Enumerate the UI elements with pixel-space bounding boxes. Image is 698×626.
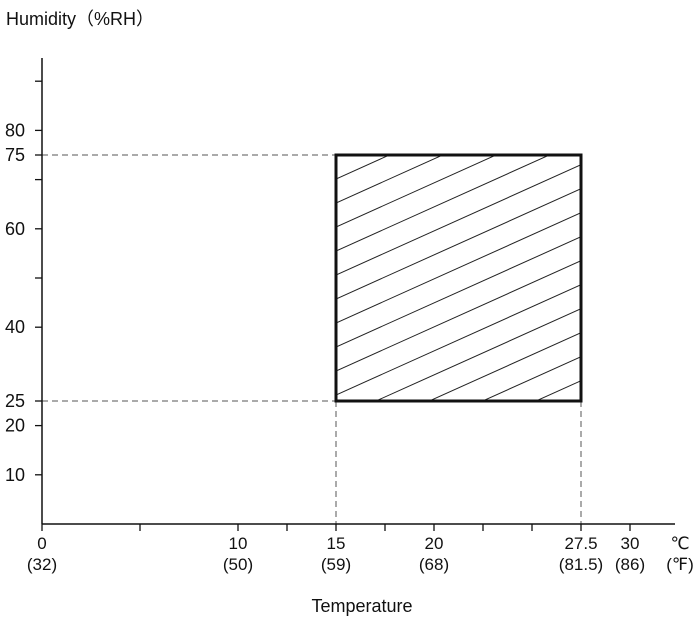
region-hatching: [336, 0, 581, 539]
hatch-line: [336, 236, 581, 348]
hatch-line: [336, 155, 498, 228]
x-tick-label-celsius: 20: [425, 534, 444, 553]
x-unit-fahrenheit: (℉): [666, 555, 694, 574]
hatch-line: [336, 284, 581, 396]
y-tick-label: 25: [5, 391, 25, 411]
guide-lines: [42, 154, 582, 524]
hatch-line: [336, 260, 581, 372]
x-tick-label-celsius: 10: [229, 534, 248, 553]
hatch-line: [336, 212, 581, 324]
x-tick-label-fahrenheit: (32): [27, 555, 57, 574]
y-axis-label: Humidity（%RH）: [6, 9, 154, 29]
x-tick-label-fahrenheit: (59): [321, 555, 351, 574]
x-unit-celsius: ℃: [670, 534, 689, 553]
x-tick-label-celsius: 15: [327, 534, 346, 553]
axes: [41, 58, 675, 525]
recommended-region: [334, 0, 583, 539]
x-tick-label-celsius: 30: [621, 534, 640, 553]
x-tick-label-fahrenheit: (81.5): [559, 555, 603, 574]
hatch-line: [534, 380, 581, 401]
hatch-line: [336, 155, 338, 156]
y-tick-label: 10: [5, 465, 25, 485]
x-tick-label-celsius: 27.5: [564, 534, 597, 553]
y-tick-label: 60: [5, 219, 25, 239]
hatch-line: [336, 0, 581, 107]
y-tick-label: 40: [5, 317, 25, 337]
hatch-line: [336, 429, 581, 539]
x-tick-label-celsius: 0: [37, 534, 46, 553]
hatch-line: [336, 188, 581, 300]
y-tick-label: 80: [5, 120, 25, 140]
x-tick-label-fahrenheit: (68): [419, 555, 449, 574]
hatch-line: [336, 155, 444, 204]
hatch-line: [336, 155, 551, 252]
hatch-line: [481, 356, 581, 401]
hatch-line: [336, 405, 581, 515]
tick-labels: 10 20 25 40 60 75 80 0 (32) 10 (50) 15 (59) 20 (68) 27.…: [5, 120, 645, 574]
hatch-line: [336, 21, 581, 131]
region-border: [334, 153, 583, 403]
x-tick-label-fahrenheit: (50): [223, 555, 253, 574]
y-tick-label: 20: [5, 416, 25, 436]
hatch-line: [336, 164, 581, 276]
y-tick-label: 75: [5, 145, 25, 165]
x-axis-label: Temperature: [311, 596, 412, 616]
hatch-line: [336, 155, 391, 180]
hatch-line: [428, 332, 581, 401]
x-tick-label-fahrenheit: (86): [615, 555, 645, 574]
tick-marks: [35, 80, 631, 531]
